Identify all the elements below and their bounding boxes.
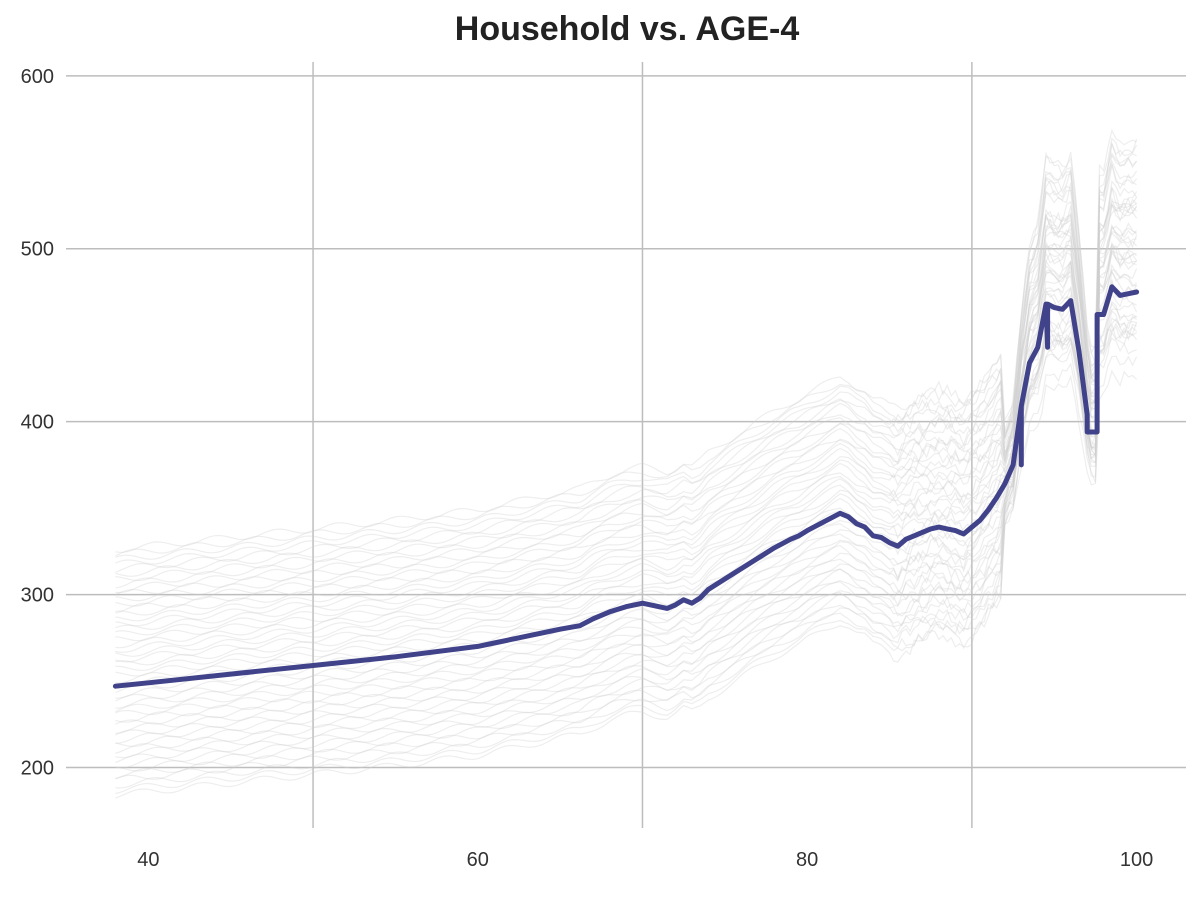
y-tick-label: 600: [21, 66, 54, 88]
average-line: [112, 284, 1140, 689]
ice-line: [115, 138, 1138, 577]
ice-line: [115, 251, 1138, 636]
ice-line: [115, 355, 1138, 769]
y-tick-label: 200: [21, 757, 54, 779]
ice-line: [115, 263, 1137, 764]
ice-line: [115, 307, 1137, 709]
ice-line: [115, 250, 1138, 759]
x-tick-label: 100: [1120, 849, 1153, 871]
ice-line: [115, 128, 1137, 560]
ice-line: [115, 205, 1138, 649]
ice-line: [115, 248, 1137, 780]
ice-line: [115, 291, 1137, 713]
ice-line: [115, 369, 1138, 789]
ice-line: [115, 198, 1138, 657]
ice-line: [115, 323, 1137, 677]
ice-line: [115, 201, 1137, 582]
x-tick-label: 40: [137, 849, 159, 871]
ice-line: [115, 245, 1137, 663]
ice-line: [115, 268, 1138, 699]
ice-line: [115, 302, 1138, 799]
ice-line: [115, 187, 1138, 557]
ice-line: [115, 186, 1138, 627]
ice-line: [115, 241, 1137, 780]
ice-line: [115, 204, 1138, 754]
y-tick-label: 300: [21, 585, 54, 607]
ice-line: [115, 315, 1137, 748]
ice-line: [115, 163, 1138, 666]
ice-line: [115, 309, 1137, 725]
x-tick-label: 60: [467, 849, 489, 871]
ice-line: [115, 222, 1138, 744]
ice-line: [115, 337, 1137, 702]
ice-line: [115, 279, 1138, 772]
ice-line: [115, 279, 1138, 602]
ice-line: [115, 270, 1137, 736]
ice-line: [115, 137, 1138, 565]
ice-line: [115, 203, 1138, 671]
ice-line: [115, 152, 1137, 594]
ice-line: [115, 244, 1137, 614]
y-tick-label: 400: [21, 412, 54, 434]
y-axis-ticks: 200 300 400 500 600: [21, 66, 54, 780]
x-tick-label: 80: [796, 849, 818, 871]
chart-title: Household vs. AGE-4: [455, 10, 800, 48]
grid: [66, 62, 1186, 828]
ice-line: [115, 240, 1138, 622]
x-axis-ticks: 40 60 80 100: [137, 849, 1153, 871]
ice-curves: [115, 128, 1138, 799]
ice-line: [115, 300, 1137, 795]
ice-line: [115, 164, 1137, 589]
ice-line: [115, 317, 1138, 734]
ice-line: [115, 223, 1137, 607]
ice-line: [115, 153, 1138, 642]
ice-line: [115, 330, 1137, 723]
ice-line: [115, 325, 1138, 653]
ice-line: [115, 143, 1138, 630]
ice-line: [115, 225, 1138, 553]
ice-line: [115, 269, 1138, 596]
ice-line: [115, 231, 1138, 716]
ice-line: [115, 159, 1138, 573]
ice-line: [115, 196, 1138, 616]
y-tick-label: 500: [21, 239, 54, 261]
average-curve-layer: [112, 284, 1140, 689]
